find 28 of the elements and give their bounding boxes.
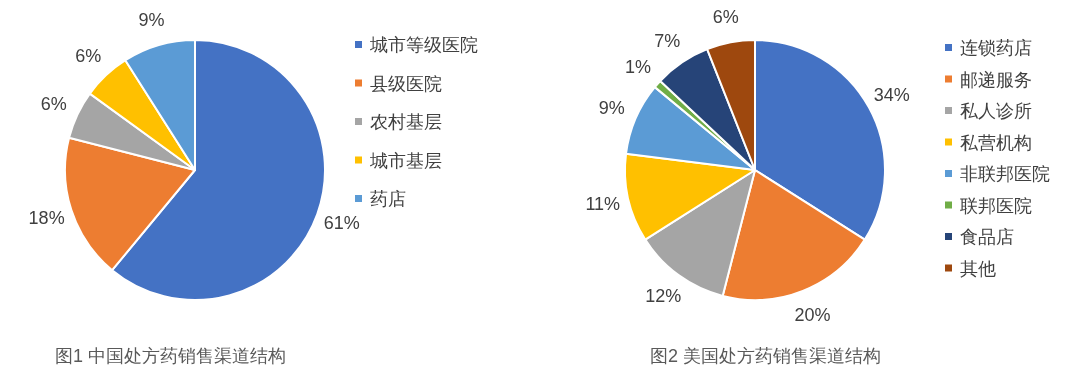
data-label: 34%: [873, 84, 910, 105]
data-label: 11%: [585, 194, 621, 215]
data-label: 12%: [645, 286, 682, 307]
data-label: 6%: [75, 46, 102, 67]
legend-label: 县级医院: [370, 73, 442, 94]
legend-label: 连锁药店: [960, 38, 1032, 58]
data-label: 1%: [624, 56, 651, 77]
legend-label: 私人诊所: [960, 101, 1032, 121]
data-label: 6%: [712, 6, 739, 27]
data-label: 6%: [40, 93, 67, 114]
legend-label: 农村基层: [370, 112, 442, 132]
legend-label: 非联邦医院: [960, 164, 1050, 184]
legend-label: 药店: [370, 189, 406, 209]
legend-label: 邮递服务: [960, 69, 1032, 90]
data-label: 18%: [28, 208, 65, 229]
legend-label: 联邦医院: [960, 195, 1032, 216]
legend-label: 私营机构: [960, 132, 1032, 153]
legend-label: 食品店: [960, 227, 1014, 247]
data-label: 61%: [323, 212, 360, 233]
legend-label: 城市基层: [369, 150, 442, 171]
legend-label: 城市等级医院: [369, 35, 478, 55]
data-label: 9%: [138, 10, 165, 31]
legend-label: 其他: [960, 258, 996, 279]
data-label: 7%: [654, 30, 681, 51]
data-label: 20%: [794, 305, 831, 326]
data-label: 9%: [598, 98, 625, 119]
text: 图2 美国处方药销售渠道结构: [650, 346, 882, 366]
text: 图1 中国处方药销售渠道结构: [55, 346, 287, 366]
